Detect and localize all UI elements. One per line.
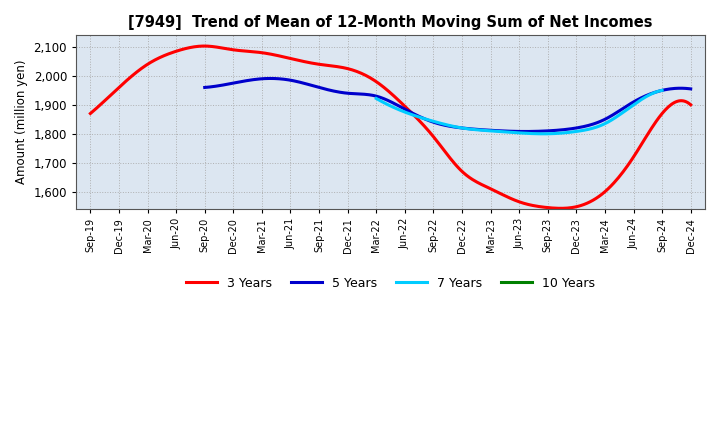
Line: 7 Years: 7 Years	[377, 90, 662, 134]
3 Years	[465, 175, 474, 180]
7 Years	[465, 126, 474, 132]
7 Years	[552, 131, 561, 136]
5 Years	[508, 128, 516, 134]
5 Years	[200, 85, 209, 90]
7 Years	[658, 88, 667, 93]
7 Years	[485, 128, 494, 133]
3 Years	[521, 201, 529, 206]
7 Years	[406, 112, 415, 117]
3 Years	[557, 205, 566, 211]
7 Years	[579, 128, 588, 133]
Y-axis label: Amount (million yen): Amount (million yen)	[15, 60, 28, 184]
5 Years	[554, 128, 562, 133]
3 Years	[283, 55, 292, 60]
5 Years	[521, 129, 529, 134]
Line: 5 Years: 5 Years	[204, 78, 690, 132]
7 Years	[539, 131, 547, 136]
5 Years	[360, 92, 369, 97]
5 Years	[686, 86, 695, 92]
Line: 3 Years: 3 Years	[91, 46, 690, 208]
3 Years	[686, 102, 695, 107]
5 Years	[556, 127, 564, 132]
3 Years	[200, 44, 209, 49]
3 Years	[524, 202, 533, 207]
3 Years	[158, 54, 167, 59]
3 Years	[86, 111, 95, 116]
5 Years	[266, 76, 275, 81]
7 Years	[580, 128, 589, 133]
Title: [7949]  Trend of Mean of 12-Month Moving Sum of Net Incomes: [7949] Trend of Mean of 12-Month Moving …	[128, 15, 653, 30]
Legend: 3 Years, 5 Years, 7 Years, 10 Years: 3 Years, 5 Years, 7 Years, 10 Years	[186, 277, 595, 290]
5 Years	[394, 103, 402, 108]
5 Years	[259, 76, 268, 81]
7 Years	[372, 96, 381, 101]
3 Years	[325, 63, 334, 68]
